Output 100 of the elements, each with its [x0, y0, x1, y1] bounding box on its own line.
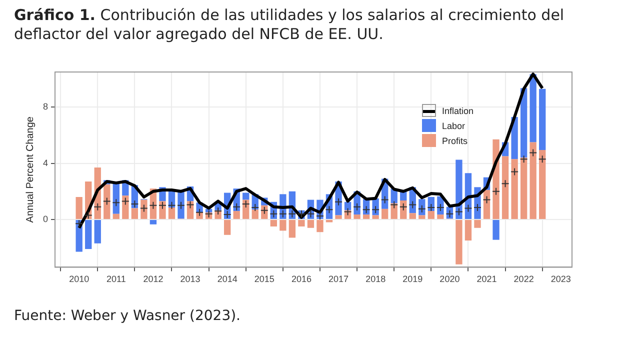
bar: [372, 215, 379, 219]
bar: [530, 142, 536, 219]
y-tick-label: 0: [42, 214, 48, 224]
point: [473, 204, 482, 212]
point: [121, 197, 130, 206]
legend-label: Profits: [442, 136, 468, 146]
point: [75, 220, 84, 228]
point: [84, 211, 92, 220]
bar: [409, 213, 416, 219]
bar: [335, 215, 342, 219]
y-tick-label: 4: [42, 158, 48, 168]
point: [306, 210, 315, 218]
bar: [492, 220, 500, 240]
point: [464, 204, 472, 212]
chart-title: Gráfico 1. Contribución de las utilidades y los salarios al crecimiento del deflactor del valor agregado del NFCB de EE. UU.: [14, 6, 566, 44]
point: [232, 202, 241, 211]
bar: [122, 196, 129, 219]
bar: [456, 160, 462, 219]
point: [168, 201, 176, 210]
bar: [530, 74, 536, 142]
bar: [539, 88, 546, 150]
point: [251, 204, 260, 212]
y-tick-label: 8: [42, 102, 48, 112]
bar: [94, 220, 101, 244]
bar: [326, 220, 333, 222]
point: [204, 210, 213, 218]
x-tick-label: 2022: [514, 274, 534, 284]
point: [520, 155, 528, 164]
point: [278, 210, 287, 218]
point: [362, 206, 370, 214]
point: [288, 210, 296, 218]
bar: [502, 156, 509, 219]
x-tick-label: 2020: [440, 274, 460, 284]
y-axis-title: Annual Percent Change: [24, 116, 36, 223]
point: [325, 206, 334, 214]
point: [408, 200, 417, 209]
bar: [316, 220, 324, 232]
point: [223, 210, 232, 219]
point: [270, 210, 278, 218]
point: [158, 201, 166, 210]
bar: [464, 220, 472, 241]
bar: [382, 208, 388, 219]
point: [501, 180, 510, 188]
point: [529, 148, 538, 157]
point: [260, 206, 268, 214]
x-tick-label: 2016: [291, 274, 312, 284]
point: [316, 212, 324, 220]
point: [94, 202, 102, 211]
point: [390, 200, 398, 209]
bar: [280, 220, 286, 231]
point: [418, 204, 426, 213]
legend-label: Labor: [442, 120, 466, 131]
x-tick-label: 2017: [328, 274, 349, 284]
point: [186, 200, 194, 209]
bar: [539, 150, 546, 219]
bar: [224, 220, 231, 235]
bar: [298, 220, 305, 226]
bar: [437, 214, 444, 219]
point: [242, 200, 250, 208]
bar: [474, 220, 481, 228]
bar: [233, 211, 240, 219]
point: [102, 197, 111, 206]
x-tick-label: 2023: [550, 274, 571, 284]
point: [446, 210, 454, 218]
point: [436, 204, 444, 212]
x-tick-label: 2011: [106, 274, 126, 284]
point: [177, 201, 186, 210]
bar: [428, 211, 435, 219]
point: [427, 204, 436, 212]
bar: [270, 220, 277, 226]
bar: [307, 220, 314, 228]
x-tick-label: 2018: [366, 274, 386, 284]
bar: [418, 215, 426, 219]
bar: [104, 184, 110, 219]
bar: [76, 196, 82, 219]
bar: [288, 220, 296, 238]
bar: [131, 208, 138, 219]
point: [149, 201, 158, 210]
bar: [354, 214, 360, 219]
point: [214, 207, 222, 216]
point: [353, 202, 362, 211]
point: [196, 208, 204, 216]
point: [492, 187, 500, 196]
legend-label: Inflation: [442, 106, 474, 116]
bar: [520, 158, 528, 219]
point: [372, 206, 380, 214]
point: [399, 202, 408, 211]
point: [454, 208, 463, 216]
point: [130, 200, 139, 208]
bar: [85, 220, 92, 249]
bar: [140, 200, 148, 219]
x-tick-label: 2021: [476, 274, 497, 284]
x-tick-label: 2012: [143, 274, 164, 284]
bar: [344, 202, 352, 210]
bar: [112, 214, 120, 219]
x-tick-label: 2010: [69, 274, 90, 284]
point: [380, 196, 389, 204]
source-note: Fuente: Weber y Wasner (2023).: [14, 308, 241, 324]
point: [112, 198, 120, 207]
point: [344, 208, 352, 216]
